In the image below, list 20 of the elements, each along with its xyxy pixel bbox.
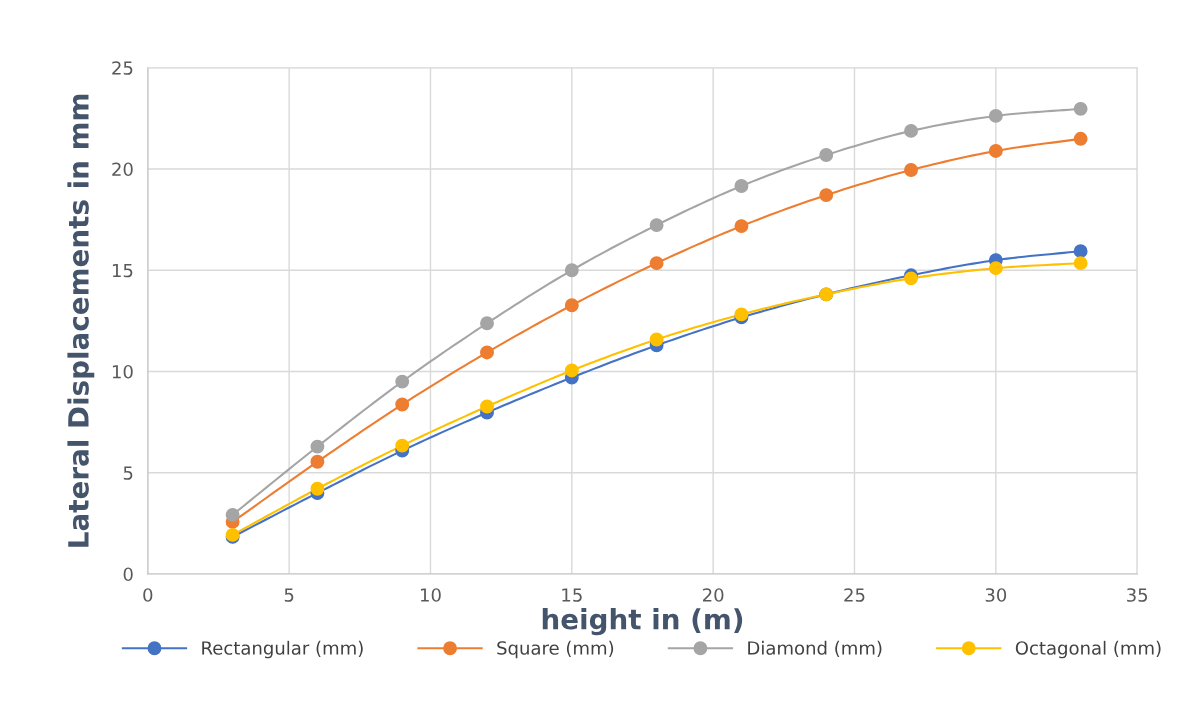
x-tick-label: 0 — [143, 588, 153, 602]
x-tick-label: 20 — [702, 588, 724, 602]
y-tick-label: 5 — [123, 466, 133, 480]
x-tick-label: 10 — [420, 588, 441, 602]
y-tick-label: 15 — [112, 263, 133, 278]
x-axis-title: height in (m) — [542, 608, 743, 636]
legend-label: Diamond (mm) — [748, 640, 882, 657]
y-tick-label: 0 — [123, 567, 133, 582]
y-tick-label: 10 — [112, 364, 133, 379]
y-axis-title: Lateral Displacements in mm — [67, 94, 95, 547]
x-tick-label: 30 — [985, 588, 1007, 602]
x-tick-label: 5 — [284, 588, 294, 602]
legend-label: Square (mm) — [497, 640, 614, 659]
x-tick-label: 15 — [562, 588, 582, 602]
x-tick-label: 25 — [844, 588, 865, 602]
x-tick-label: 35 — [1127, 588, 1148, 602]
y-tick-label: 20 — [112, 162, 133, 177]
y-tick-label: 25 — [112, 61, 133, 75]
legend-label: Rectangular (mm) — [202, 640, 363, 659]
legend-label: Octagonal (mm) — [1015, 640, 1161, 659]
